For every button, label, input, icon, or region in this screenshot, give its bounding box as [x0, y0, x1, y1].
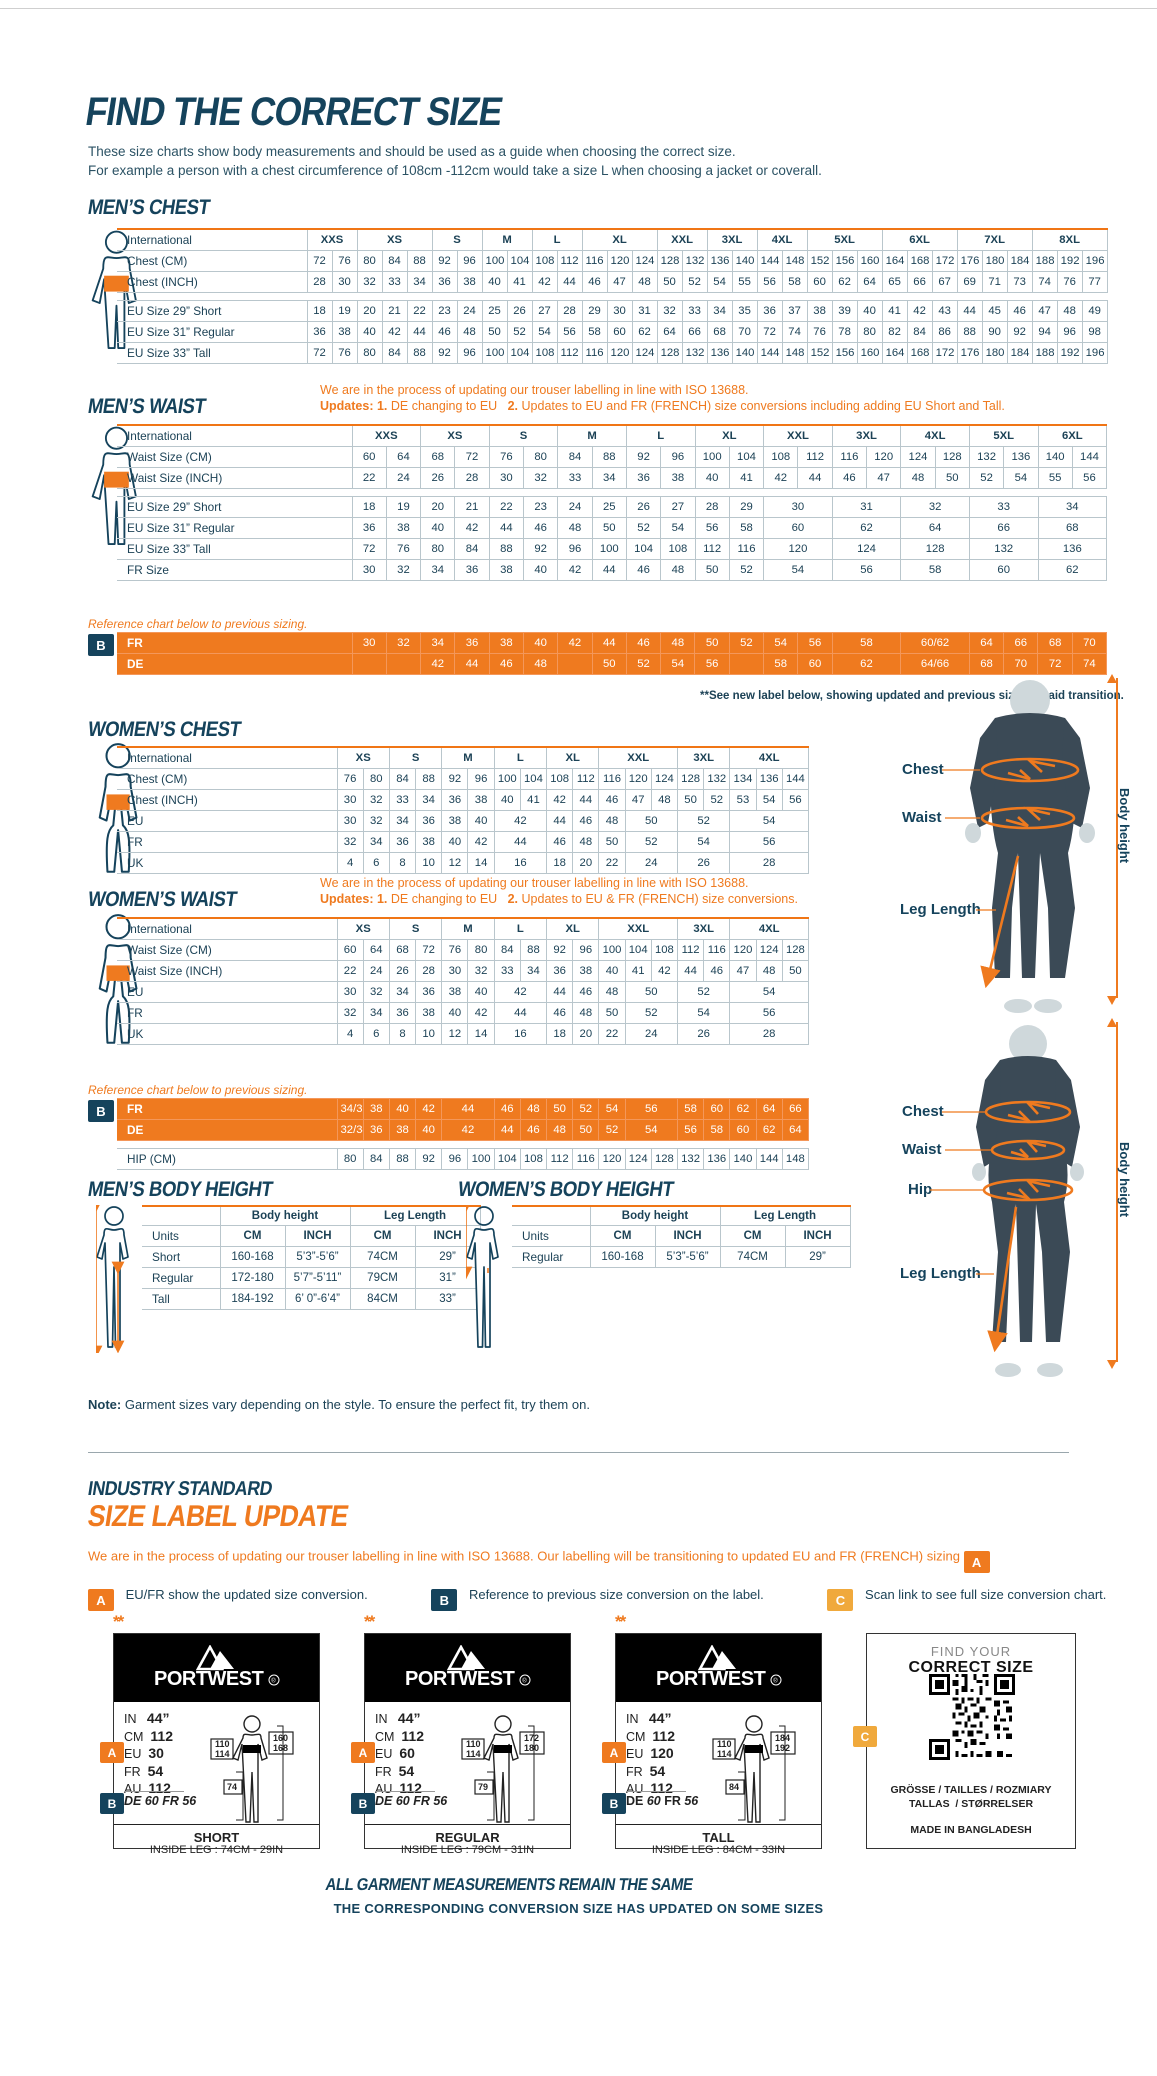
svg-text:172: 172: [524, 1733, 539, 1743]
svg-text:79: 79: [478, 1782, 488, 1792]
svg-text:110: 110: [717, 1739, 732, 1749]
svg-text:84: 84: [729, 1782, 739, 1792]
svg-text:192: 192: [775, 1743, 790, 1753]
svg-text:PORTWEST: PORTWEST: [656, 1668, 766, 1690]
svg-text:®: ®: [522, 1678, 527, 1685]
svg-text:Chest: Chest: [902, 761, 944, 778]
svg-text:160: 160: [273, 1733, 288, 1743]
svg-text:PORTWEST: PORTWEST: [154, 1668, 264, 1690]
svg-text:PORTWEST: PORTWEST: [405, 1668, 515, 1690]
svg-text:Leg Length: Leg Length: [900, 1265, 981, 1282]
svg-text:110: 110: [466, 1739, 481, 1749]
svg-text:Hip: Hip: [908, 1181, 932, 1198]
svg-text:Waist: Waist: [902, 1141, 941, 1158]
svg-text:180: 180: [524, 1743, 539, 1753]
svg-text:Waist: Waist: [902, 809, 941, 826]
svg-text:168: 168: [273, 1743, 288, 1753]
svg-text:®: ®: [773, 1678, 778, 1685]
svg-text:184: 184: [775, 1733, 790, 1743]
svg-text:110: 110: [215, 1739, 230, 1749]
svg-text:114: 114: [466, 1749, 481, 1759]
svg-text:114: 114: [215, 1749, 230, 1759]
svg-text:114: 114: [717, 1749, 732, 1759]
svg-text:®: ®: [271, 1678, 276, 1685]
svg-text:74: 74: [227, 1782, 237, 1792]
svg-text:Leg Length: Leg Length: [900, 901, 981, 918]
svg-text:Chest: Chest: [902, 1103, 944, 1120]
